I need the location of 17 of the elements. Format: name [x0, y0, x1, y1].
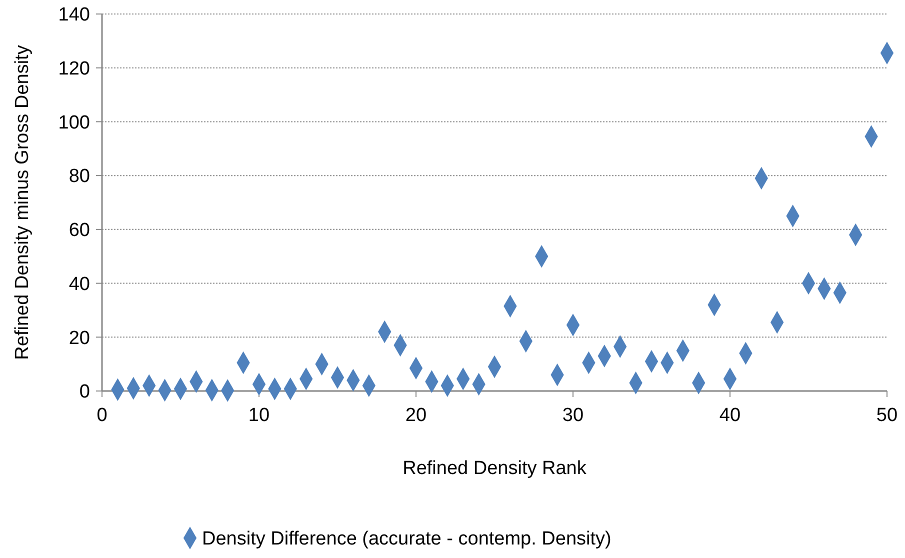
x-tick-label: 10 — [248, 405, 270, 426]
y-tick-label: 20 — [68, 328, 90, 349]
x-tick-label: 50 — [876, 405, 898, 426]
x-tick-label: 0 — [96, 405, 108, 426]
legend-label: Density Difference (accurate - contemp. Density) — [202, 528, 612, 550]
y-tick-label: 100 — [58, 112, 90, 134]
y-tick-label: 120 — [58, 58, 90, 80]
y-tick-label: 40 — [68, 274, 90, 295]
y-tick-label: 80 — [68, 166, 90, 188]
x-tick-label: 30 — [562, 405, 584, 426]
y-axis-title: Refined Density minus Gross Density — [12, 44, 33, 360]
y-tick-label: 140 — [58, 4, 90, 26]
y-tick-label: 60 — [68, 220, 90, 242]
x-tick-label: 20 — [405, 405, 427, 426]
y-tick-label: 0 — [79, 382, 90, 403]
x-tick-label: 40 — [719, 405, 741, 426]
x-axis-title: Refined Density Rank — [402, 458, 587, 479]
